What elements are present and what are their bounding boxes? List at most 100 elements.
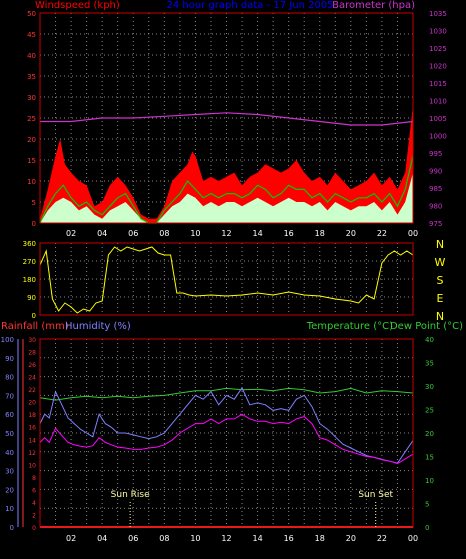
- barometer-y-tick-label: 1005: [429, 115, 447, 123]
- temperature-x-tick-label: 00: [408, 534, 418, 543]
- compass-label: E: [437, 292, 444, 305]
- dewpoint-axis-label: Dew Point (°C): [390, 321, 463, 332]
- wind-series: [39, 105, 414, 224]
- wind-y-tick-label: 50: [27, 10, 36, 18]
- humidity-y-tick-label: 60: [5, 411, 14, 419]
- direction-series: [39, 246, 414, 314]
- temperature-x-tick-label: 18: [315, 534, 325, 543]
- wind-tick-labels: 5045403530252015105010351030102510201015…: [27, 10, 447, 238]
- barometer-y-tick-label: 1000: [429, 133, 447, 141]
- wind-y-tick-label: 40: [27, 52, 36, 60]
- series-temperature-line: [39, 387, 414, 401]
- temperature-y-tick-label: 25: [425, 407, 434, 415]
- series-average-area: [40, 172, 413, 223]
- wind-x-tick-label: 06: [128, 229, 138, 238]
- temperature-x-tick-label: 22: [377, 534, 387, 543]
- direction-plot-frame: [39, 242, 414, 316]
- temperature-y-tick-label: 10: [425, 477, 434, 485]
- wind-y-tick-label: 20: [27, 136, 36, 144]
- wind-x-tick-label: 12: [221, 229, 231, 238]
- temperature-x-tick-label: 02: [66, 534, 76, 543]
- compass-label: W: [435, 256, 446, 269]
- direction-y-tick-label: 360: [23, 240, 36, 248]
- rainfall-y-tick-label: 6: [32, 487, 36, 494]
- wind-x-tick-label: 10: [190, 229, 200, 238]
- temperature-x-tick-label: 06: [128, 534, 138, 543]
- rainfall-y-tick-label: 18: [28, 412, 36, 419]
- rainfall-y-tick-label: 30: [28, 337, 36, 344]
- compass-label: N: [436, 310, 444, 323]
- series-avg_line-line: [39, 155, 414, 224]
- temperature-y-tick-label: 35: [425, 360, 434, 368]
- wind-x-tick-label: 20: [346, 229, 356, 238]
- sunset-label: Sun Set: [358, 490, 393, 500]
- wind-x-tick-label: 04: [97, 229, 107, 238]
- wind-x-tick-label: 16: [284, 229, 294, 238]
- rainfall-y-tick-label: 24: [28, 375, 36, 382]
- humidity-y-tick-label: 90: [5, 355, 14, 363]
- wind-y-tick-label: 10: [27, 178, 36, 186]
- barometer-y-tick-label: 995: [429, 150, 442, 158]
- rainfall-y-tick-label: 26: [28, 362, 36, 369]
- rainfall-y-tick-label: 14: [28, 437, 36, 444]
- rainfall-y-tick-label: 8: [32, 475, 36, 482]
- wind-x-tick-label: 14: [252, 229, 262, 238]
- rainfall-y-tick-label: 20: [28, 400, 36, 407]
- humidity-y-tick-label: 80: [5, 374, 14, 382]
- temperature-y-tick-label: 40: [425, 336, 434, 344]
- barometer-y-tick-label: 1015: [429, 80, 447, 88]
- compass-label: S: [437, 274, 444, 287]
- temperature-x-tick-label: 10: [190, 534, 200, 543]
- wind-y-tick-label: 35: [27, 73, 36, 81]
- temperature-plot-frame: [39, 338, 414, 528]
- humidity-y-tick-label: 30: [5, 468, 14, 476]
- temperature-y-tick-label: 30: [425, 383, 434, 391]
- rainfall-y-tick-label: 2: [32, 512, 36, 519]
- temperature-y-tick-label: 5: [425, 501, 429, 509]
- wind-y-tick-label: 25: [27, 115, 36, 123]
- chart-title: 24 hour graph data - 17 Jun 2005: [166, 0, 333, 11]
- temperature-x-tick-label: 20: [346, 534, 356, 543]
- temperature-x-tick-label: 14: [252, 534, 262, 543]
- series-humidity-line: [39, 386, 414, 464]
- temperature-y-tick-label: 15: [425, 454, 434, 462]
- barometer-y-tick-label: 1025: [429, 45, 447, 53]
- barometer-y-tick-label: 975: [429, 220, 442, 228]
- temperature-axis-label: Temperature (°C): [306, 321, 393, 332]
- barometer-y-tick-label: 990: [429, 168, 442, 176]
- rainfall-axis-label: Rainfall (mm): [1, 321, 69, 332]
- barometer-y-tick-label: 1030: [429, 28, 447, 36]
- sunrise-label: Sun Rise: [111, 490, 150, 500]
- humidity-y-tick-label: 50: [5, 430, 14, 438]
- rainfall-y-tick-label: 10: [28, 462, 36, 469]
- direction-y-tick-label: 90: [27, 294, 36, 302]
- barometer-y-tick-label: 985: [429, 185, 442, 193]
- barometer-y-tick-label: 1035: [429, 10, 447, 18]
- series-dewpoint-line: [39, 413, 414, 465]
- humidity-y-tick-label: 70: [5, 392, 14, 400]
- wind-x-tick-label: 22: [377, 229, 387, 238]
- humidity-y-tick-label: 100: [1, 336, 14, 344]
- temperature-x-tick-label: 16: [284, 534, 294, 543]
- wind-y-tick-label: 5: [32, 199, 36, 207]
- wind-y-tick-label: 45: [27, 31, 36, 39]
- wind-x-tick-label: 18: [315, 229, 325, 238]
- temperature-x-tick-label: 12: [221, 534, 231, 543]
- wind-y-tick-label: 30: [27, 94, 36, 102]
- barometer-y-tick-label: 1020: [429, 63, 447, 71]
- humidity-y-tick-label: 0: [10, 524, 14, 532]
- temperature-y-tick-label: 20: [425, 430, 434, 438]
- temperature-panel: Rainfall (mm) Humidity (%) Temperature (…: [1, 321, 463, 543]
- rainfall-y-tick-label: 22: [28, 387, 36, 394]
- barometer-axis-label: Barometer (hpa): [332, 0, 415, 11]
- direction-y-tick-label: 0: [32, 312, 36, 320]
- barometer-y-tick-label: 980: [429, 203, 442, 211]
- rainfall-y-tick-label: 16: [28, 425, 36, 432]
- humidity-axis-label: Humidity (%): [65, 321, 131, 332]
- direction-y-tick-label: 270: [23, 258, 36, 266]
- series-direction-line: [39, 246, 414, 314]
